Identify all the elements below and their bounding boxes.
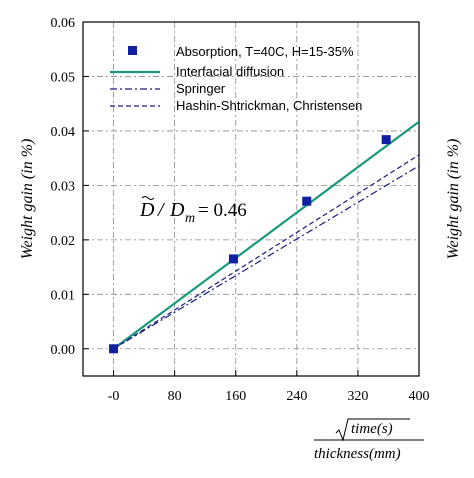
y-axis-label: Weight gain (in %) [19, 139, 36, 260]
data-point [109, 344, 119, 354]
annotation-d-tilde: D [139, 199, 155, 221]
grid [83, 22, 419, 376]
x-tick-label: 400 [409, 389, 430, 404]
legend-label-springer: Springer [176, 81, 226, 96]
data-point [381, 135, 391, 145]
y-tick-label: 0.00 [51, 343, 76, 358]
series-points [109, 135, 391, 354]
legend-label-interfacial: Interfacial diffusion [176, 64, 284, 79]
x-axis: -0 80 160 240 320 400 [108, 370, 430, 404]
data-point [228, 254, 238, 264]
ratio-annotation: D / D m = 0.46 [139, 196, 247, 226]
y-tick-label: 0.03 [51, 179, 76, 194]
annotation-value: = 0.46 [198, 200, 247, 221]
legend-label-hashin: Hashin-Shtrickman, Christensen [176, 98, 362, 113]
y-tick-label: 0.01 [51, 288, 76, 303]
x-tick-label: 160 [225, 389, 246, 404]
legend-marker-absorption [128, 46, 137, 55]
x-tick-label: 240 [286, 389, 307, 404]
legend: Absorption, T=40C, H=15-35% Interfacial … [110, 44, 362, 113]
annotation-d-m: D [169, 199, 185, 221]
tilde-mark [141, 196, 155, 200]
x-label-numerator: time(s) [351, 421, 393, 437]
series-lines [112, 120, 419, 350]
series-line-1 [112, 120, 419, 350]
plot-frame [82, 21, 420, 377]
x-label-denominator: thickness(mm) [314, 446, 401, 462]
legend-label-absorption: Absorption, T=40C, H=15-35% [176, 44, 354, 59]
series-line-3 [113, 154, 419, 350]
data-point [302, 196, 312, 206]
y-tick-label: 0.04 [51, 125, 76, 140]
annotation-subscript: m [185, 211, 195, 226]
right-axis-label: Weight gain (in %) [445, 139, 462, 260]
series-line-2 [113, 165, 419, 350]
x-axis-label: time(s) thickness(mm) [314, 418, 424, 462]
y-tick-label: 0.06 [51, 16, 76, 31]
x-tick-label: 320 [347, 389, 368, 404]
y-tick-label: 0.05 [51, 70, 76, 85]
x-tick-label: 80 [168, 389, 182, 404]
x-tick-label: -0 [108, 389, 120, 404]
y-axis: 0.00 0.01 0.02 0.03 0.04 0.05 0.06 [51, 16, 89, 358]
annotation-slash: / [157, 199, 166, 221]
y-tick-label: 0.02 [51, 234, 76, 249]
